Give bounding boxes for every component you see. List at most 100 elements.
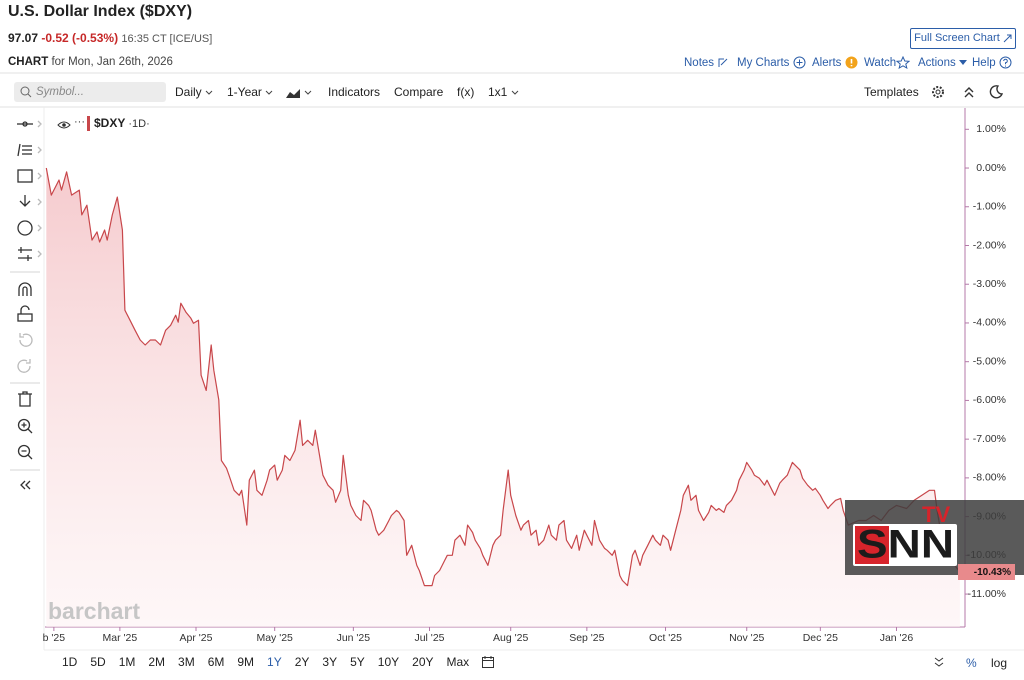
period-button[interactable]: 6M	[207, 655, 225, 669]
menu-item[interactable]: Help	[972, 56, 1012, 70]
tool-line[interactable]	[17, 121, 33, 127]
scale-option[interactable]: %	[966, 656, 977, 670]
period-button[interactable]: 10Y	[377, 655, 400, 669]
legend-interval: ·1D·	[128, 118, 149, 130]
x-tick-label: Jan '26	[880, 632, 914, 644]
period-button[interactable]: 3M	[178, 655, 195, 669]
area-fill	[46, 168, 960, 627]
period-button[interactable]: 2M	[148, 655, 166, 669]
tool-magnet[interactable]	[18, 282, 32, 296]
y-tick-label: -7.00%	[973, 433, 1006, 445]
tool-shape[interactable]	[17, 169, 33, 183]
period-button[interactable]: Max	[446, 655, 470, 669]
tool-redo[interactable]	[17, 359, 31, 373]
x-tick-label: Mar '25	[103, 632, 138, 644]
period-button[interactable]: 9M	[237, 655, 255, 669]
brand-watermark: barchart	[48, 598, 140, 624]
period-button[interactable]: 3Y	[322, 655, 338, 669]
menu-item[interactable]: Notes	[684, 56, 729, 70]
x-tick-label: b '25	[43, 632, 66, 644]
period-button[interactable]: 5Y	[350, 655, 365, 669]
y-tick-label: 0.00%	[976, 162, 1006, 174]
toolbar-item[interactable]: f(x)	[457, 85, 475, 99]
y-tick-label: -2.00%	[973, 239, 1006, 251]
last-value-label: -10.43%	[974, 567, 1011, 578]
logo-text: SNN	[857, 523, 954, 567]
chart-type-button[interactable]	[285, 84, 312, 100]
toolbar-label: 1x1	[488, 85, 508, 99]
period-button[interactable]: 5D	[90, 655, 106, 669]
x-tick-label: Jun '25	[337, 632, 371, 644]
tool-undo[interactable]	[19, 333, 33, 347]
tool-arrow[interactable]	[19, 195, 31, 207]
toolbar-item[interactable]: 1-Year	[227, 84, 273, 100]
y-tick-label: -4.00%	[973, 317, 1006, 329]
menu-label: Actions	[918, 57, 956, 69]
icon	[793, 56, 806, 69]
tool-zoom-in[interactable]	[17, 418, 33, 434]
icon	[20, 86, 32, 98]
x-tick-label: Jul '25	[414, 632, 444, 644]
icon	[1003, 34, 1012, 42]
period-button[interactable]: 20Y	[412, 655, 434, 669]
y-tick-label: -11.00%	[968, 588, 1006, 600]
quote-time: 16:35 CT [ICE/US]	[121, 33, 213, 45]
tool-lock[interactable]	[17, 305, 33, 322]
toolbar-item[interactable]: Compare	[394, 85, 444, 99]
menu-item[interactable]: Watch	[864, 56, 911, 70]
chart-date-row: CHART for Mon, Jan 26th, 2026	[8, 56, 173, 68]
collapse-button[interactable]	[934, 656, 944, 668]
y-tick-label: -6.00%	[973, 394, 1006, 406]
chart-label: CHART	[8, 56, 49, 68]
icon	[958, 59, 967, 65]
toolbar-item[interactable]: Indicators	[328, 85, 381, 99]
period-button[interactable]: 2Y	[294, 655, 310, 669]
tool-fib[interactable]	[17, 143, 32, 157]
period-bar: 1D 5D 1M 2M 3M 6M 9M 1Y 2Y 3Y 5Y 10Y 20Y Max	[60, 655, 495, 669]
date-range-button[interactable]	[481, 655, 495, 669]
toolbar-item[interactable]: Daily	[175, 84, 213, 100]
menu-item[interactable]: Actions	[918, 56, 967, 70]
logo-watermark: SNN TV	[845, 500, 1024, 575]
y-tick-label: -5.00%	[973, 355, 1006, 367]
button-label: Full Screen Chart	[914, 32, 1000, 44]
icon	[718, 58, 728, 67]
period-button[interactable]: 1M	[118, 655, 136, 669]
theme-button[interactable]	[989, 85, 1003, 99]
period-button[interactable]: 1Y	[267, 655, 282, 669]
menu-item[interactable]: My Charts	[737, 56, 806, 70]
last-value-box	[958, 564, 1015, 581]
symbol-search[interactable]: Symbol...	[14, 82, 166, 102]
collapse-button[interactable]	[963, 85, 975, 99]
toolbar-item[interactable]: 1x1	[488, 84, 519, 100]
tool-collapse[interactable]	[20, 480, 31, 490]
icon	[286, 88, 300, 98]
tool-pattern[interactable]	[18, 247, 32, 261]
x-tick-label: Nov '25	[729, 632, 764, 644]
toolbar-label: 1-Year	[227, 85, 262, 99]
period-button[interactable]: 1D	[62, 655, 78, 669]
menu-item[interactable]: Alerts	[812, 56, 858, 70]
x-tick-label: Aug '25	[493, 632, 528, 644]
x-tick-label: Oct '25	[649, 632, 682, 644]
logo-mark	[855, 526, 889, 564]
full-screen-button[interactable]: Full Screen Chart	[910, 28, 1016, 49]
eye-icon[interactable]	[57, 121, 71, 129]
x-tick-label: May '25	[256, 632, 293, 644]
price-line	[45, 167, 961, 587]
toolbar-item[interactable]: Templates	[864, 85, 919, 99]
tool-zoom-out[interactable]	[17, 444, 33, 460]
y-tick-label: -1.00%	[973, 201, 1006, 213]
settings-button[interactable]	[931, 85, 945, 99]
tool-delete[interactable]	[18, 391, 32, 407]
eye-icon	[62, 123, 66, 127]
search-placeholder: Symbol...	[36, 86, 84, 98]
legend-swatch	[87, 116, 90, 131]
icon	[895, 56, 911, 70]
legend-menu[interactable]: ···	[74, 116, 85, 128]
scale-option[interactable]: log	[991, 656, 1008, 670]
tool-count[interactable]	[17, 220, 33, 236]
legend-label: $DXY	[94, 116, 125, 130]
price: 97.07	[8, 31, 39, 45]
